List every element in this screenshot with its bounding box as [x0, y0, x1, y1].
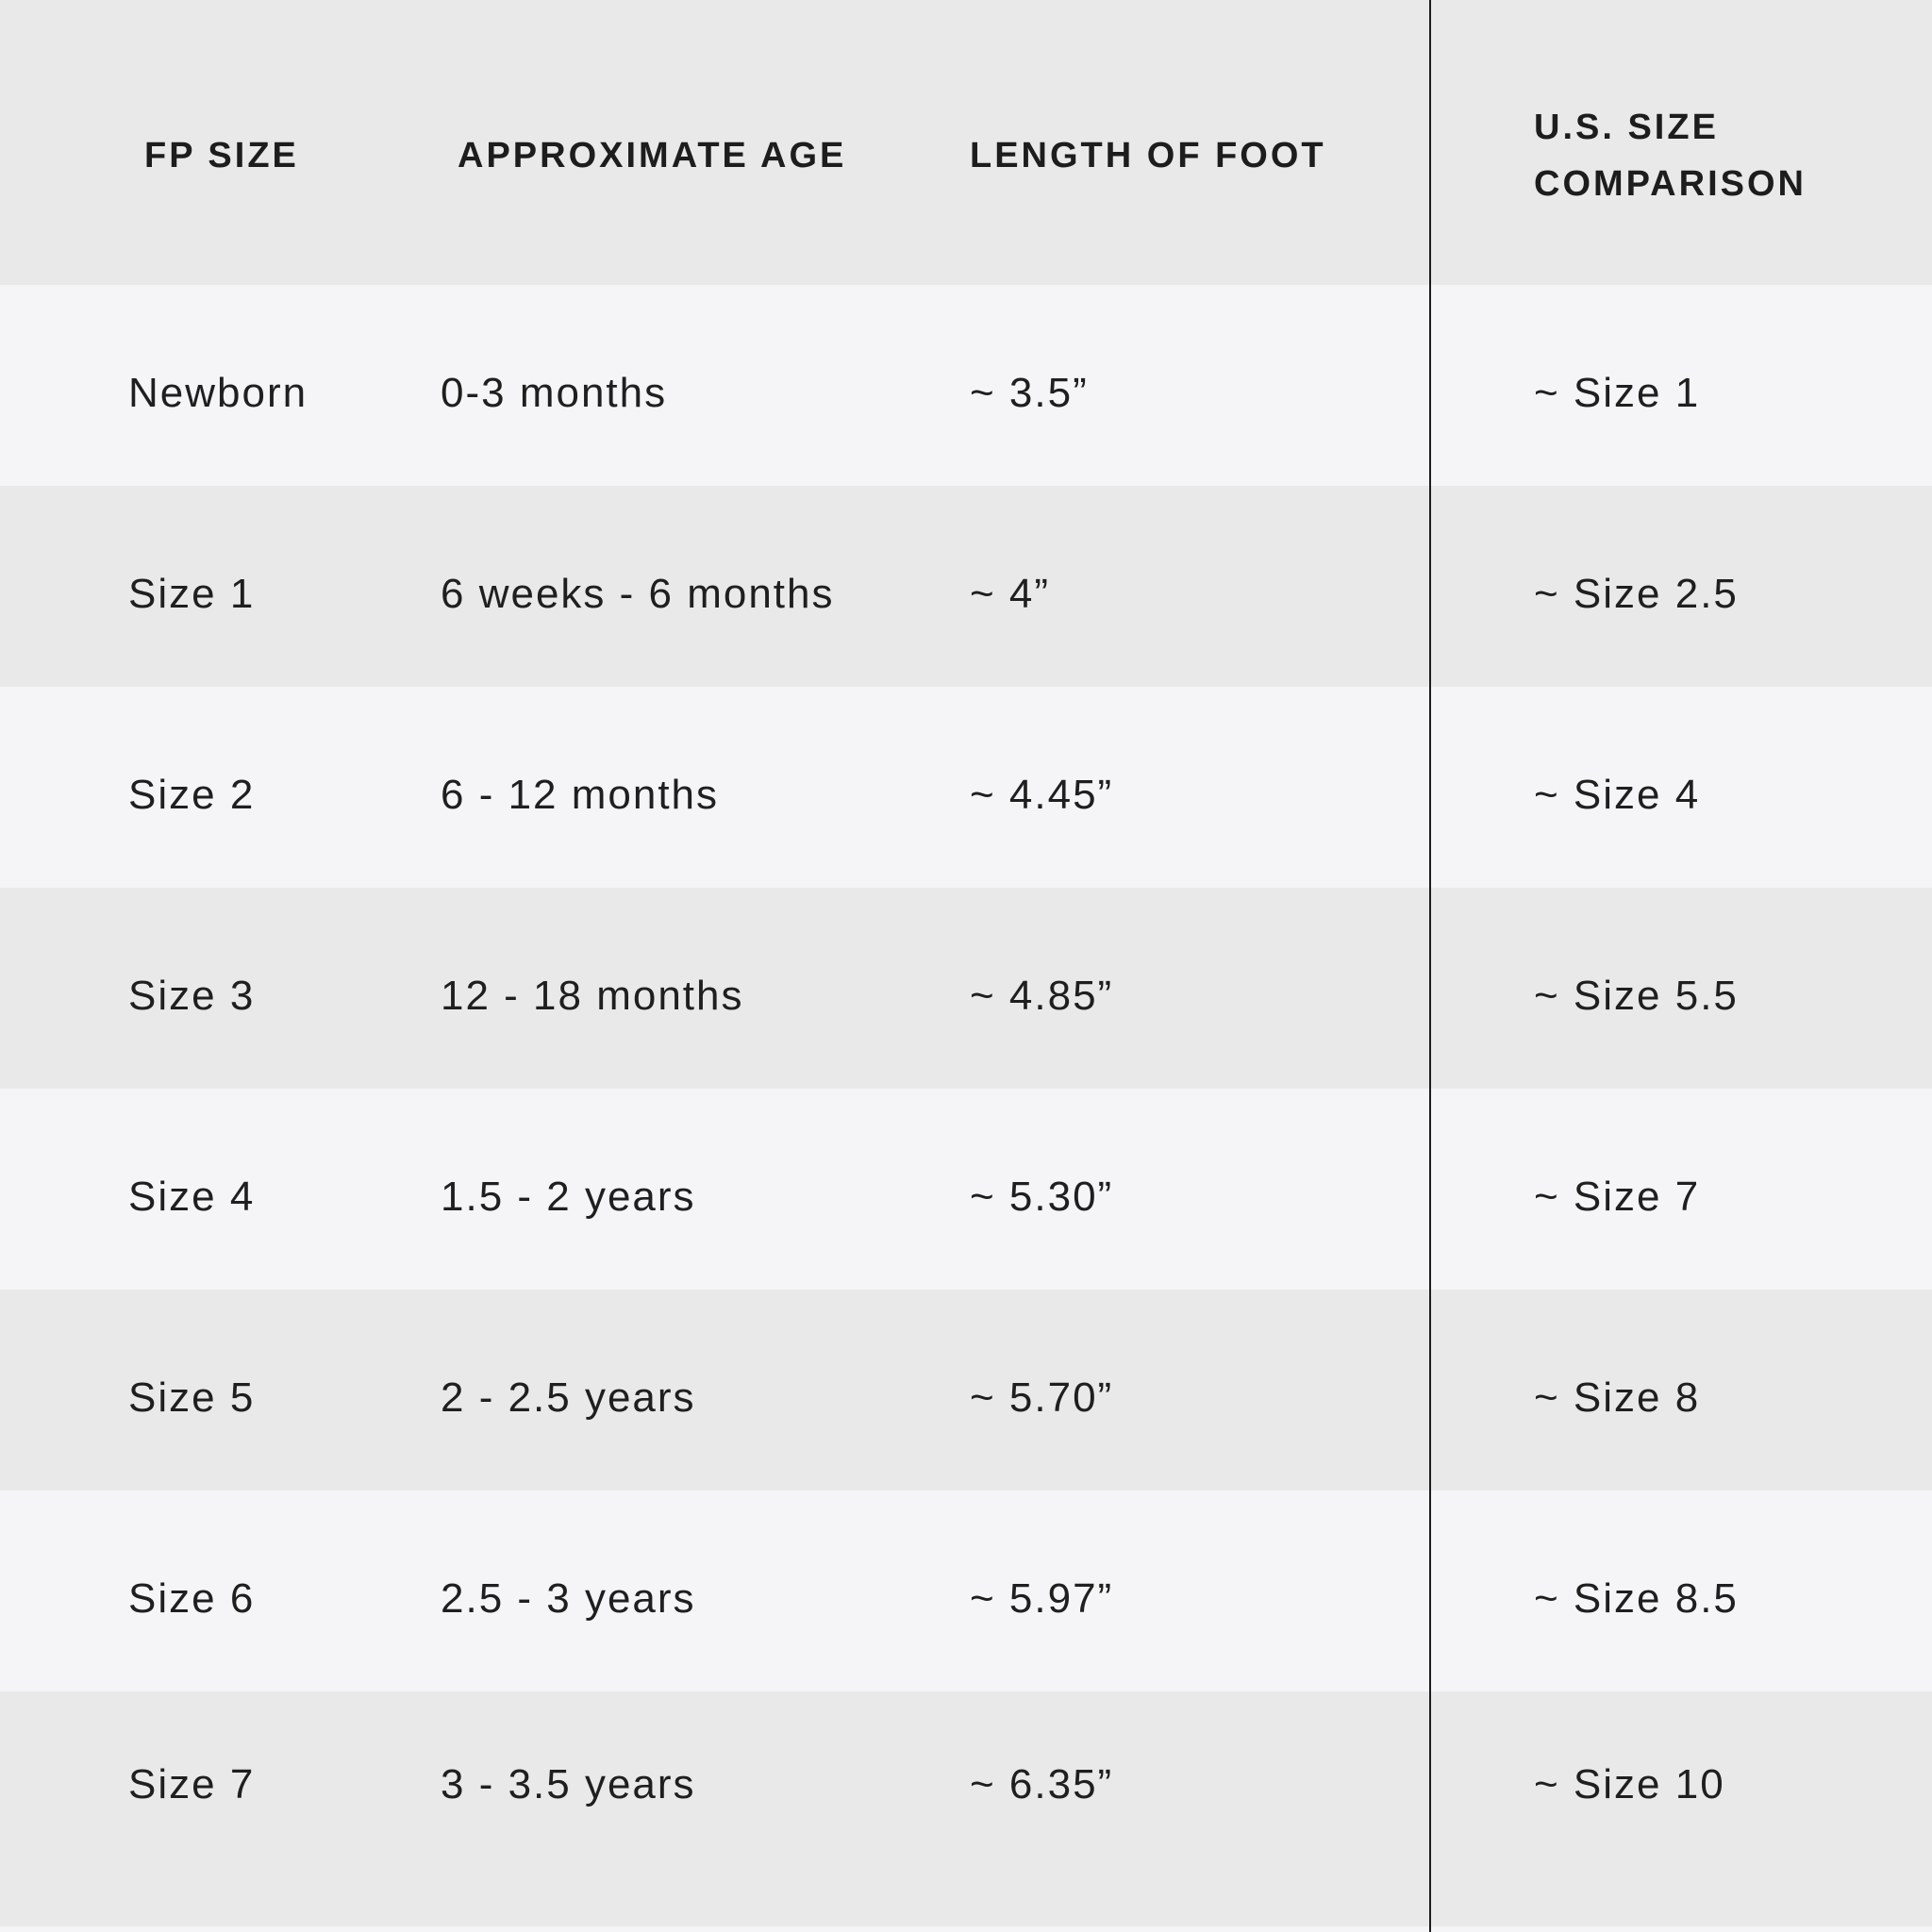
table-row: Size 2 6 - 12 months ~ 4.45” ~ Size 4	[0, 687, 1932, 888]
header-us-size-comparison: U.S. SIZE COMPARISON	[1534, 107, 1807, 204]
cell-fp-size: Size 3	[128, 972, 256, 1019]
cell-us-size: ~ Size 1	[1534, 369, 1701, 416]
header-approximate-age: APPROXIMATE AGE	[458, 135, 847, 175]
cell-approximate-age: 6 - 12 months	[441, 771, 720, 818]
cell-us-size: ~ Size 7	[1534, 1173, 1701, 1220]
cell-us-size: ~ Size 2.5	[1534, 570, 1739, 617]
cell-fp-size: Size 2	[128, 771, 256, 818]
header-length-of-foot: LENGTH OF FOOT	[970, 135, 1326, 175]
cell-approximate-age: 2 - 2.5 years	[441, 1374, 696, 1421]
table-row: Size 1 6 weeks - 6 months ~ 4” ~ Size 2.…	[0, 486, 1932, 687]
cell-us-size: ~ Size 8.5	[1534, 1574, 1739, 1622]
next-row-edge-strip	[0, 1926, 1932, 1932]
cell-fp-size: Size 4	[128, 1173, 256, 1220]
table-row: Size 5 2 - 2.5 years ~ 5.70” ~ Size 8	[0, 1290, 1932, 1491]
cell-approximate-age: 3 - 3.5 years	[441, 1760, 696, 1807]
cell-length-of-foot: ~ 6.35”	[970, 1760, 1114, 1807]
cell-us-size: ~ Size 5.5	[1534, 972, 1739, 1019]
table-row: Size 3 12 - 18 months ~ 4.85” ~ Size 5.5	[0, 888, 1932, 1089]
column-divider-line	[1429, 0, 1431, 1932]
cell-length-of-foot: ~ 5.30”	[970, 1173, 1114, 1220]
table-row: Size 4 1.5 - 2 years ~ 5.30” ~ Size 7	[0, 1089, 1932, 1290]
cell-length-of-foot: ~ 3.5”	[970, 369, 1089, 416]
cell-length-of-foot: ~ 4.85”	[970, 972, 1114, 1019]
table-row: Size 7 3 - 3.5 years ~ 6.35” ~ Size 10	[0, 1691, 1932, 1932]
cell-approximate-age: 0-3 months	[441, 369, 668, 416]
cell-approximate-age: 6 weeks - 6 months	[441, 570, 835, 617]
cell-approximate-age: 2.5 - 3 years	[441, 1574, 696, 1622]
cell-fp-size: Size 7	[128, 1760, 256, 1807]
cell-length-of-foot: ~ 4.45”	[970, 771, 1114, 818]
table-header-row: FP SIZE APPROXIMATE AGE LENGTH OF FOOT U…	[0, 0, 1932, 285]
cell-us-size: ~ Size 4	[1534, 771, 1701, 818]
cell-approximate-age: 1.5 - 2 years	[441, 1173, 696, 1220]
cell-approximate-age: 12 - 18 months	[441, 972, 744, 1019]
cell-length-of-foot: ~ 4”	[970, 570, 1051, 617]
table-row: Size 6 2.5 - 3 years ~ 5.97” ~ Size 8.5	[0, 1491, 1932, 1691]
cell-fp-size: Size 6	[128, 1574, 256, 1622]
cell-length-of-foot: ~ 5.70”	[970, 1374, 1114, 1421]
cell-fp-size: Size 5	[128, 1374, 256, 1421]
table-row: Newborn 0-3 months ~ 3.5” ~ Size 1	[0, 285, 1932, 486]
cell-us-size: ~ Size 8	[1534, 1374, 1701, 1421]
cell-fp-size: Newborn	[128, 369, 308, 416]
cell-us-size: ~ Size 10	[1534, 1760, 1725, 1807]
cell-length-of-foot: ~ 5.97”	[970, 1574, 1114, 1622]
header-fp-size: FP SIZE	[144, 135, 299, 175]
cell-fp-size: Size 1	[128, 570, 256, 617]
